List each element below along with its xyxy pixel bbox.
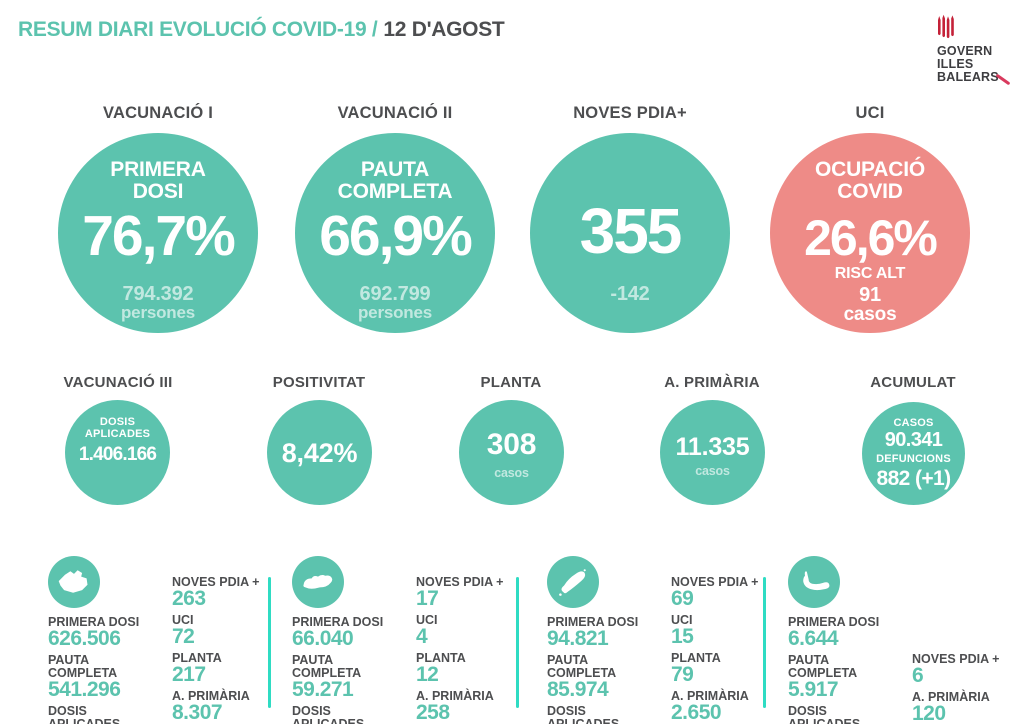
uci-ocupacio-percent: 26,6% (804, 210, 938, 266)
uci-ocupacio-label: OCUPACIÓ COVID (814, 158, 925, 203)
circle-acumulat: CASOS 90.341 DEFUNCIONS 882 (+1) (862, 402, 965, 505)
stat-item: PLANTA 79 (671, 651, 721, 686)
stat-item: PRIMERA DOSI 626.506 (48, 615, 140, 650)
circle-noves-pdia: 355 -142 (530, 133, 730, 333)
stat-item: DOSIS APLICADES169.457 (547, 704, 620, 724)
circle-dosis-aplicades: DOSIS APLICADES 1.406.166 (65, 400, 170, 505)
circle-uci-ocupacio: OCUPACIÓ COVID 26,6% RISC ALT 91 casos (770, 133, 970, 333)
circle-positivitat: 8,42% (267, 400, 372, 505)
planta-count: 308 (486, 428, 537, 461)
primera-dosi-count: 794.392 (122, 283, 194, 305)
stat-item: PAUTA COMPLETA 5.917 (788, 653, 858, 701)
formentera-case-stats: NOVES PDIA +6 A. PRIMÀRIA 120 (912, 653, 1024, 724)
stat-item: NOVES PDIA +17 (416, 575, 504, 610)
uci-cases-count: 91 (859, 284, 881, 306)
stat-item: NOVES PDIA +6 (912, 652, 1000, 687)
header-acumulat: ACUMULAT (870, 374, 956, 391)
uci-cases-unit: casos (843, 304, 897, 325)
stat-item: PLANTA 12 (416, 651, 466, 686)
stat-item: NOVES PDIA +69 (671, 575, 759, 610)
primera-dosi-unit: persones (121, 303, 195, 322)
menorca-map-icon (292, 556, 344, 608)
formentera-vaccination-stats: PRIMERA DOSI 6.644 PAUTA COMPLETA 5.917 DO… (788, 616, 900, 724)
header-vacunacio-1: VACUNACIÓ I (102, 104, 214, 122)
formentera-map-icon (788, 556, 840, 608)
section-divider (516, 577, 519, 708)
stat-item: A. PRIMÀRIA 2.650 (671, 689, 749, 724)
circle-primera-dosi: PRIMERA DOSI 76,7% 794.392 persones (58, 133, 258, 333)
noves-pdia-delta: -142 (610, 283, 650, 305)
balearic-shield-icon (938, 14, 954, 39)
stat-item: NOVES PDIA +263 (172, 575, 260, 610)
island-section-mallorca: PRIMERA DOSI 626.506 PAUTA COMPLETA 541.29… (46, 554, 276, 724)
mallorca-vaccination-stats: PRIMERA DOSI 626.506 PAUTA COMPLETA 541.29… (48, 616, 160, 724)
section-divider (268, 577, 271, 708)
acumulat-defuncions-count: 882 (+1) (876, 467, 951, 490)
acumulat-defuncions-label: DEFUNCIONS (876, 453, 951, 465)
a-primaria-count: 11.335 (675, 433, 750, 461)
eivissa-vaccination-stats: PRIMERA DOSI 94.821 PAUTA COMPLETA 85.974 … (547, 616, 659, 724)
dosis-aplicades-count: 1.406.166 (78, 444, 157, 465)
noves-pdia-count: 355 (579, 195, 683, 267)
stat-item: A. PRIMÀRIA 120 (912, 690, 990, 724)
pauta-completa-count: 692.799 (359, 283, 431, 305)
positivitat-percent: 8,42% (281, 438, 358, 468)
stat-item: PRIMERA DOSI 94.821 (547, 615, 639, 650)
stat-item: DOSIS APLICADES11.434 (788, 704, 861, 724)
primera-dosi-percent: 76,7% (82, 204, 236, 268)
stat-item: UCI 4 (416, 613, 438, 648)
menorca-case-stats: NOVES PDIA +17 UCI 4 PLANTA 12 A. PRIMÀRIA… (416, 576, 528, 724)
stat-item: UCI 15 (671, 613, 694, 648)
circle-pauta-completa: PAUTA COMPLETA 66,9% 692.799 persones (295, 133, 495, 333)
header-vacunacio-3: VACUNACIÓ III (63, 374, 173, 391)
header-positivitat: POSITIVITAT (272, 374, 366, 391)
title-main: RESUM DIARI EVOLUCIÓ COVID-19 / (18, 18, 378, 41)
header-uci: UCI (855, 104, 885, 122)
a-primaria-unit: casos (695, 464, 730, 478)
eivissa-case-stats: NOVES PDIA +69 UCI 15 PLANTA 79 A. PRIMÀRI… (671, 576, 783, 724)
stat-item: UCI 72 (172, 613, 195, 648)
govern-illes-balears-logo: GOVERN ILLES BALEARS (933, 12, 1023, 92)
header-vacunacio-2: VACUNACIÓ II (337, 104, 453, 122)
stat-item: PAUTA COMPLETA 541.296 (48, 653, 121, 701)
menorca-vaccination-stats: PRIMERA DOSI 66.040 PAUTA COMPLETA 59.271 … (292, 616, 404, 724)
page-title: RESUM DIARI EVOLUCIÓ COVID-19 /12 D'AGOS… (18, 18, 505, 42)
header-planta: PLANTA (480, 374, 542, 391)
stat-item: PAUTA COMPLETA 85.974 (547, 653, 617, 701)
island-section-menorca: PRIMERA DOSI 66.040 PAUTA COMPLETA 59.271 … (290, 554, 520, 724)
planta-unit: casos (494, 466, 529, 480)
stat-item: PLANTA 217 (172, 651, 222, 686)
stat-item: DOSIS APLICADES119.849 (292, 704, 365, 724)
island-section-eivissa: PRIMERA DOSI 94.821 PAUTA COMPLETA 85.974 … (545, 554, 775, 724)
circle-a-primaria: 11.335 casos (660, 400, 765, 505)
logo-wordmark: GOVERN ILLES BALEARS (937, 44, 999, 84)
header-a-primaria: A. PRIMÀRIA (664, 374, 760, 391)
island-section-formentera: PRIMERA DOSI 6.644 PAUTA COMPLETA 5.917 DO… (786, 554, 1016, 724)
mallorca-map-icon (48, 556, 100, 608)
circle-planta: 308 casos (459, 400, 564, 505)
stat-item: PAUTA COMPLETA 59.271 (292, 653, 362, 701)
pauta-completa-label: PAUTA COMPLETA (337, 158, 453, 203)
stat-item: PRIMERA DOSI 66.040 (292, 615, 384, 650)
eivissa-map-icon (547, 556, 599, 608)
acumulat-casos-count: 90.341 (884, 429, 943, 451)
acumulat-casos-label: CASOS (893, 417, 934, 429)
stat-item: A. PRIMÀRIA 258 (416, 689, 494, 724)
pauta-completa-percent: 66,9% (319, 204, 473, 268)
pauta-completa-unit: persones (358, 303, 432, 322)
title-date: 12 D'AGOST (383, 18, 505, 41)
primera-dosi-label: PRIMERA DOSI (110, 158, 206, 203)
dosis-aplicades-label: DOSIS APLICADES (84, 416, 151, 440)
stat-item: A. PRIMÀRIA 8.307 (172, 689, 250, 724)
section-divider (763, 577, 766, 708)
uci-risk-level: RISC ALT (834, 265, 906, 282)
mallorca-case-stats: NOVES PDIA +263 UCI 72 PLANTA 217 A. PRIMÀ… (172, 576, 284, 724)
header-noves-pdia: NOVES PDIA+ (573, 104, 687, 122)
stat-item: PRIMERA DOSI 6.644 (788, 615, 880, 650)
